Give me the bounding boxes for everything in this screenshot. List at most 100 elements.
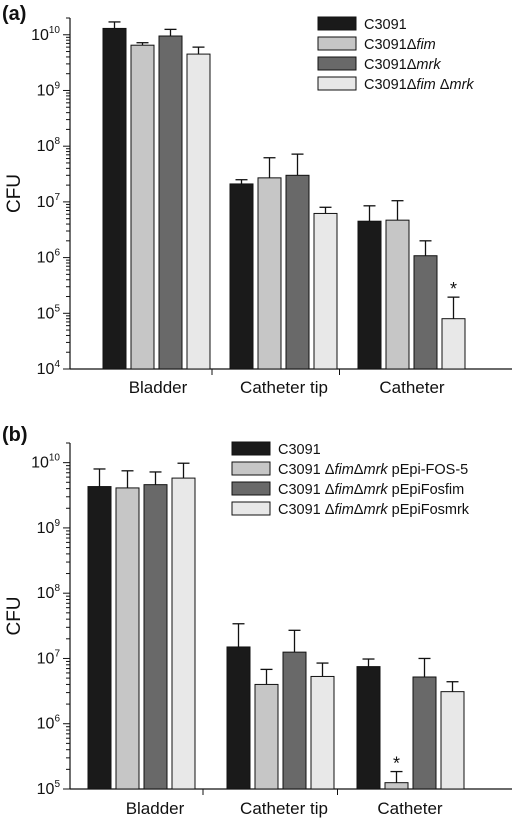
y-tick-base: 10 (37, 305, 55, 322)
y-tick-base: 10 (37, 138, 55, 155)
y-tick-label: 108 (37, 136, 61, 155)
legend-label: C3091 (278, 442, 321, 458)
y-tick-exponent: 10 (49, 453, 61, 464)
y-tick-label: 108 (37, 583, 61, 602)
bar (254, 683, 279, 790)
legend-label: C3091Δfim Δmrk (364, 77, 474, 93)
y-tick-exponent: 8 (54, 583, 60, 594)
legend-swatch (317, 56, 357, 71)
legend-label-part: C3091Δ (364, 57, 417, 73)
bar (186, 53, 211, 370)
bar (87, 486, 112, 790)
legend-swatch (317, 16, 357, 31)
y-tick-base: 10 (37, 781, 55, 798)
y-tick-exponent: 5 (54, 779, 60, 790)
legend-label-part: C3091 (278, 442, 321, 458)
bar (412, 676, 437, 790)
y-tick-base: 10 (37, 194, 55, 211)
legend-label-part: mrk (363, 502, 388, 518)
legend-label-part: mrk (449, 77, 474, 93)
y-tick-label: 107 (37, 648, 61, 667)
bar (413, 255, 438, 370)
y-tick-base: 10 (37, 585, 55, 602)
bar (282, 651, 307, 790)
y-tick-exponent: 6 (54, 714, 60, 725)
legend-label-part: C3091 Δ (278, 462, 335, 478)
legend-swatch (231, 481, 271, 496)
legend-label-part: Δ (354, 462, 364, 478)
y-tick-label: 1010 (31, 453, 60, 472)
bar (285, 174, 310, 370)
bar (384, 782, 409, 790)
legend-label-part: C3091 (364, 17, 407, 33)
legend-label-part: C3091Δ (364, 77, 417, 93)
x-tick-label: Catheter (377, 799, 443, 818)
y-tick-label: 106 (37, 714, 61, 733)
legend-swatch (231, 441, 271, 456)
legend-swatch (317, 36, 357, 51)
legend-label-part: pEpiFosfim (388, 482, 465, 498)
x-tick-label: Catheter (379, 378, 445, 397)
y-tick-base: 10 (37, 250, 55, 267)
bar (385, 219, 410, 370)
legend-label-part: mrk (363, 462, 388, 478)
y-axis-label: CFU (4, 596, 25, 635)
bar (356, 666, 381, 790)
x-tick-label: Bladder (129, 378, 188, 397)
legend-label-part: fim (334, 482, 353, 498)
legend-label: C3091Δmrk (364, 57, 441, 73)
y-tick-label: 1010 (31, 25, 60, 44)
y-axis-label: CFU (4, 174, 25, 213)
y-tick-base: 10 (37, 520, 55, 537)
y-tick-exponent: 10 (49, 25, 61, 36)
legend-swatch (231, 501, 271, 516)
bar (158, 35, 183, 370)
legend-label-part: C3091 Δ (278, 482, 335, 498)
legend-swatch (317, 76, 357, 91)
x-tick-label: Catheter tip (240, 799, 328, 818)
y-tick-exponent: 9 (54, 80, 60, 91)
y-tick-exponent: 8 (54, 136, 60, 147)
y-tick-label: 109 (37, 518, 61, 537)
legend-label-part: Δ (436, 77, 450, 93)
y-tick-exponent: 7 (54, 648, 60, 659)
legend-label-part: fim (334, 462, 353, 478)
legend-label-part: mrk (363, 482, 388, 498)
bar (115, 487, 140, 790)
significance-marker: * (450, 279, 457, 299)
significance-marker: * (393, 754, 400, 774)
legend-label: C3091 (364, 17, 407, 33)
y-tick-base: 10 (31, 27, 49, 44)
y-tick-label: 104 (37, 359, 61, 378)
bar (441, 318, 466, 370)
y-tick-base: 10 (37, 650, 55, 667)
y-tick-label: 107 (37, 192, 61, 211)
y-tick-label: 109 (37, 80, 61, 99)
legend-label: C3091 ΔfimΔmrk pEpi-FOS-5 (278, 462, 468, 478)
panel-label: (a) (2, 3, 26, 25)
y-tick-base: 10 (37, 716, 55, 733)
y-tick-exponent: 7 (54, 192, 60, 203)
y-tick-label: 106 (37, 248, 61, 267)
legend-label-part: C3091Δ (364, 37, 417, 53)
legend-label-part: fim (416, 37, 435, 53)
y-tick-exponent: 6 (54, 248, 60, 259)
y-tick-exponent: 4 (54, 359, 60, 370)
bar (440, 691, 465, 790)
bar (226, 646, 251, 790)
legend-label-part: fim (416, 77, 435, 93)
bar (310, 675, 335, 790)
bar (130, 44, 155, 370)
bar (357, 220, 382, 370)
y-tick-label: 105 (37, 303, 61, 322)
bar (229, 183, 254, 370)
y-tick-exponent: 5 (54, 303, 60, 314)
bar (257, 177, 282, 370)
legend-label-part: fim (334, 502, 353, 518)
legend-label-part: mrk (416, 57, 441, 73)
legend-swatch (231, 461, 271, 476)
